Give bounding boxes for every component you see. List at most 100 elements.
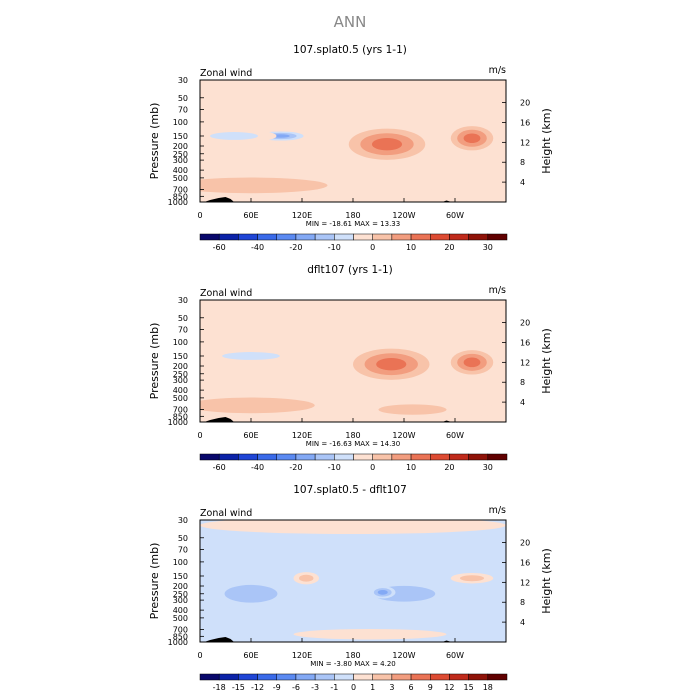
panel-2-colorbar-label: -60: [213, 463, 226, 472]
panel-2-colorbar-swatch-1: [199, 453, 220, 461]
panel-2-height-tick-label: 4: [520, 398, 525, 407]
panel-1-colorbar-label: 0: [370, 243, 375, 252]
panel-1-contour-3-3: [371, 138, 403, 151]
panel-1-terrain: [204, 197, 234, 202]
panel-2-ylabel-right: Height (km): [540, 328, 553, 394]
panel-2-ylabel: Pressure (mb): [148, 323, 161, 400]
panel-3-ytick-label: 300: [173, 596, 188, 605]
panel-2-height-tick-label: 20: [520, 319, 530, 328]
panel-2-ytick-label: 100: [173, 338, 188, 347]
panel-3-ytick-label: 70: [178, 545, 188, 554]
panel-3-ytick-label: 400: [173, 606, 188, 615]
panel-1-colorbar-label: 10: [406, 243, 416, 252]
panel-2-colorbar-swatch-10: [372, 453, 393, 461]
panel-2-xtick-label: 120W: [392, 431, 415, 440]
panel-2-xtick-label: 120E: [292, 431, 312, 440]
panel-3-colorbar-swatch-8: [334, 673, 354, 681]
panel-1-colorbar-swatch-13: [430, 233, 450, 241]
panel-2-terrain: [204, 417, 234, 422]
panel-1-colorbar-swatch-1: [199, 233, 220, 241]
panel-1-contour-6-1: [365, 176, 443, 193]
panel-3-colorbar-label: -9: [273, 683, 281, 692]
panel-1-ytick-label: 700: [173, 186, 188, 195]
panel-1-contour-7-1: [459, 180, 506, 194]
panel-3-xtick-label: 120E: [292, 651, 312, 660]
panel-1-colorbar-label: -60: [213, 243, 226, 252]
panel-1-ytick-label: 400: [173, 166, 188, 175]
panel-3-colorbar-swatch-9: [353, 673, 373, 681]
panel-1-colorbar-swatch-12: [410, 233, 431, 241]
panel-1-stats: MIN = -18.61 MAX = 13.33: [306, 220, 400, 228]
panel-3-ytick-label: 200: [173, 582, 188, 591]
panel-2-height-tick-label: 16: [520, 338, 530, 347]
panel-3-contours: [200, 520, 506, 640]
panel-2-ytick-label: 850: [173, 412, 188, 421]
panel-3-stats: MIN = -3.80 MAX = 4.20: [310, 660, 396, 668]
panel-2-xtick-label: 180: [345, 431, 360, 440]
panel-2-contour-2-2: [222, 352, 280, 360]
panel-1-ytick-label: 200: [173, 142, 188, 151]
panel-3-colorbar-swatch-2: [218, 673, 239, 681]
panel-3-height-tick-label: 20: [520, 539, 530, 548]
panel-2-contour-6-1: [378, 404, 447, 415]
panel-3-contour-6-3: [377, 589, 388, 595]
panel-3-colorbar-label: -1: [330, 683, 338, 692]
panel-1-contour-2-2: [209, 132, 259, 140]
panel-1-contour-5-1: [200, 177, 328, 194]
panel-1-ytick-label: 70: [178, 105, 188, 114]
panel-1-colorbar-swatch-10: [372, 233, 393, 241]
panel-2-contour-3-3: [376, 358, 407, 371]
panel-1-colorbar-label: -20: [289, 243, 302, 252]
panel-1-ytick-label: 250: [173, 150, 188, 159]
panel-2-xtick-label: 60E: [243, 431, 258, 440]
panel-2-colorbar-swatch-4: [257, 453, 277, 461]
panel-1-colorbar-swatch-16: [487, 233, 508, 241]
panel-2-ytick-label: 300: [173, 376, 188, 385]
panel-3-colorbar-label: 1: [370, 683, 375, 692]
panel-2-contours: [200, 348, 506, 416]
panel-2-colorbar-swatch-11: [391, 453, 412, 461]
panel-2-contour-5-1: [200, 397, 315, 414]
panel-3-contour-7-2: [459, 575, 485, 582]
panel-2-ytick-label: 500: [173, 394, 188, 403]
panel-1-colorbar-swatch-14: [449, 233, 469, 241]
panel-1-contour-4-3: [463, 133, 481, 144]
panel-3-colorbar-label: -12: [251, 683, 264, 692]
panel-2-colorbar-swatch-9: [353, 453, 373, 461]
panel-2-ytick-label: 70: [178, 325, 188, 334]
panel-3-ytick-label: 100: [173, 558, 188, 567]
panel-1-ytick-label: 30: [178, 76, 188, 85]
panel-3-colorbar-swatch-4: [257, 673, 277, 681]
panel-2-colorbar-swatch-3: [238, 453, 258, 461]
panel-1-colorbar-label: 20: [444, 243, 454, 252]
panel-1-units-label: m/s: [489, 65, 506, 76]
panel-2-colorbar-swatch-13: [430, 453, 450, 461]
panel-2-stats: MIN = -16.63 MAX = 14.30: [306, 440, 400, 448]
panel-3-height-tick-label: 4: [520, 618, 525, 627]
panel-2-height-tick-label: 12: [520, 358, 530, 367]
panel-3-xtick-label: 180: [345, 651, 360, 660]
panel-2-field-label: Zonal wind: [200, 288, 252, 299]
panel-1-xtick-label: 180: [345, 211, 360, 220]
panel-3-colorbar-swatch-10: [372, 673, 393, 681]
panel-3-colorbar-swatch-6: [295, 673, 316, 681]
panel-1-height-tick-label: 8: [520, 158, 525, 167]
panel-3-ytick-label: 500: [173, 614, 188, 623]
panel-1-height-tick-label: 4: [520, 178, 525, 187]
panel-3-colorbar-label: 9: [428, 683, 433, 692]
panel-3-colorbar-swatch-12: [410, 673, 431, 681]
panel-3-colorbar-swatch-11: [391, 673, 412, 681]
panel-1-height-tick-label: 12: [520, 138, 530, 147]
panel-2-colorbar-swatch-8: [334, 453, 354, 461]
panel-3-height-tick-label: 16: [520, 558, 530, 567]
panel-3-colorbar-swatch-7: [314, 673, 335, 681]
panel-3-ylabel-right: Height (km): [540, 548, 553, 614]
panel-1-xtick-label: 60E: [243, 211, 258, 220]
panel-3-ytick-label: 30: [178, 516, 188, 525]
panel-1-field-label: Zonal wind: [200, 68, 252, 79]
panel-2-colorbar-swatch-16: [487, 453, 508, 461]
panel-1-title: 107.splat0.5 (yrs 1-1): [293, 44, 407, 56]
panel-2-units-label: m/s: [489, 285, 506, 296]
panel-2-xtick-label: 0: [197, 431, 202, 440]
panel-3-colorbar-swatch-1: [199, 673, 220, 681]
